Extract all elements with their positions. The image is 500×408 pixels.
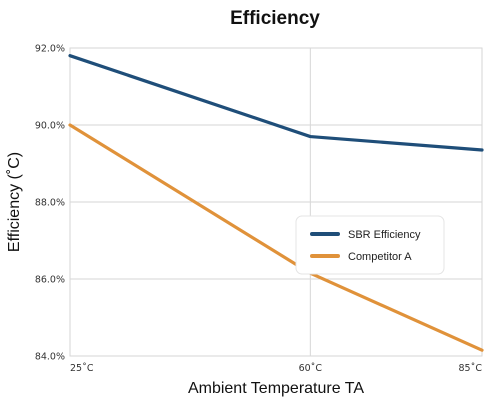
- x-axis-ticks: 25˚C 60˚C 85˚C: [70, 363, 482, 374]
- legend-box: [295, 215, 445, 275]
- x-axis-label: Ambient Temperature TA: [188, 380, 364, 397]
- series-lines: [68, 54, 484, 352]
- y-axis-ticks: 92.0% 90.0% 88.0% 86.0% 84.0%: [35, 44, 65, 363]
- grid-lines: [70, 48, 482, 356]
- y-tick-label: 84.0%: [35, 352, 65, 363]
- series-line-sbr-efficiency: [68, 54, 484, 152]
- y-tick-label: 90.0%: [35, 121, 65, 132]
- x-tick-label: 60˚C: [299, 363, 323, 374]
- y-tick-label: 88.0%: [35, 198, 65, 209]
- legend: SBR Efficiency Competitor A: [295, 215, 445, 275]
- legend-label-sbr: SBR Efficiency: [348, 229, 421, 241]
- y-tick-label: 92.0%: [35, 44, 65, 55]
- x-tick-label: 85˚C: [459, 363, 483, 374]
- y-axis-label: Efficiency (˚C): [6, 152, 23, 252]
- plot-area: [68, 47, 484, 357]
- legend-label-competitor: Competitor A: [348, 251, 412, 263]
- y-tick-label: 86.0%: [35, 275, 65, 286]
- chart-title: Efficiency: [230, 8, 320, 29]
- x-tick-label: 25˚C: [70, 363, 94, 374]
